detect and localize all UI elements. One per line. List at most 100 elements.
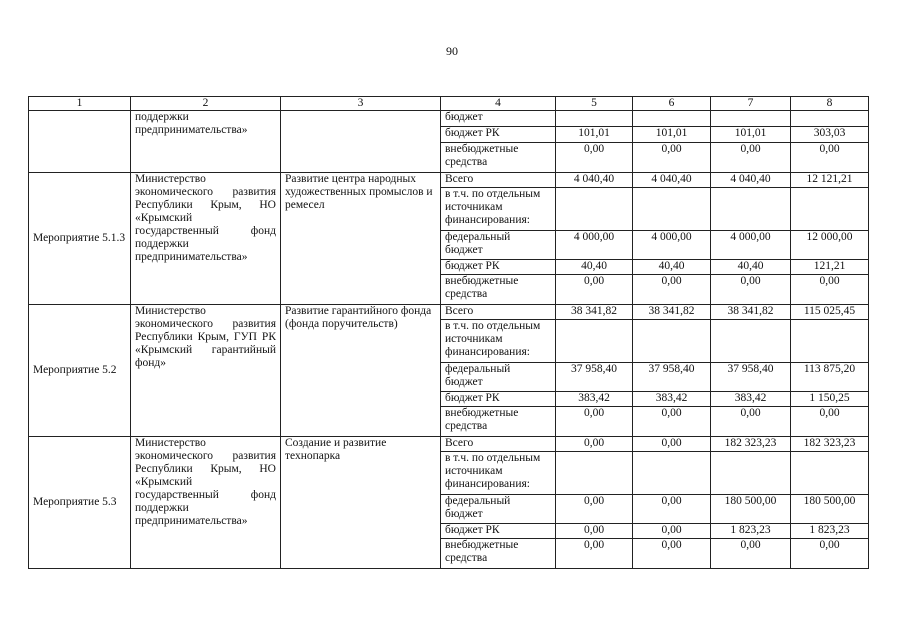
value-cell: 38 341,82 (632, 304, 711, 320)
table-row: в т.ч. по отдельным источникам финансиро… (29, 187, 869, 231)
value-cell: 0,00 (555, 406, 633, 437)
table-row: Мероприятие 5.3 Министерство экономическо… (28, 436, 869, 569)
value-cell: 0,00 (710, 142, 791, 173)
value-cell: 1 823,23 (710, 523, 791, 539)
page-number: 90 (446, 44, 458, 58)
value-cell (555, 187, 633, 231)
value-cell (790, 187, 869, 231)
header-cell: 6 (632, 96, 711, 111)
value-cell: 101,01 (632, 126, 711, 143)
table-row: в т.ч. по отдельным источникам финансиро… (29, 319, 869, 363)
value-cell: 182 323,23 (710, 436, 791, 452)
table-row: федеральный бюджет 37 958,40 37 958,40 37 9… (29, 362, 869, 392)
value-cell: 121,21 (790, 259, 869, 275)
table-row: федеральный бюджет 4 000,00 4 000,00 4 000,… (29, 230, 869, 260)
value-cell: 12 000,00 (790, 230, 869, 260)
value-cell: 0,00 (555, 142, 633, 173)
table-row: внебюджетные средства 0,00 0,00 0,00 0,00 (29, 538, 869, 569)
value-cell: 4 040,40 (555, 172, 633, 188)
value-cell: 383,42 (632, 391, 711, 407)
value-cell: 180 500,00 (710, 494, 791, 524)
measure-cell (28, 110, 131, 173)
value-cell (632, 110, 711, 127)
table-row: внебюджетные средства 0,00 0,00 0,00 0,00 (29, 142, 869, 173)
header-cell: 8 (790, 96, 869, 111)
value-cell: 4 000,00 (632, 230, 711, 260)
value-cell: 4 000,00 (710, 230, 791, 260)
header-cell: 7 (710, 96, 791, 111)
table-row: бюджет РК 101,01 101,01 101,01 303,03 (29, 126, 869, 143)
value-cell: 40,40 (632, 259, 711, 275)
table-row: поддержки предпринимательства» бюджет (28, 110, 869, 173)
value-cell: 37 958,40 (632, 362, 711, 392)
value-cell: 0,00 (555, 538, 633, 569)
value-cell: 0,00 (632, 523, 711, 539)
value-cell: 1 150,25 (790, 391, 869, 407)
value-cell (555, 451, 633, 495)
executor-cell: Министерство экономического развития Рес… (130, 172, 281, 305)
value-cell: 0,00 (710, 274, 791, 305)
source-label: в т.ч. по отдельным источникам финансиро… (440, 187, 556, 231)
value-cell: 38 341,82 (710, 304, 791, 320)
value-cell: 383,42 (555, 391, 633, 407)
value-cell: 4 040,40 (710, 172, 791, 188)
value-cell: 0,00 (632, 494, 711, 524)
table-row: внебюджетные средства 0,00 0,00 0,00 0,00 (29, 406, 869, 437)
source-label: бюджет (440, 110, 556, 127)
table-row: в т.ч. по отдельным источникам финансиро… (29, 451, 869, 495)
value-cell: 182 323,23 (790, 436, 869, 452)
source-label: в т.ч. по отдельным источникам финансиро… (440, 319, 556, 363)
source-label: бюджет РК (440, 126, 556, 143)
value-cell (555, 319, 633, 363)
value-cell (710, 451, 791, 495)
header-cell: 5 (555, 96, 633, 111)
source-label: внебюджетные средства (440, 538, 556, 569)
description-cell: Развитие центра народных художественных … (280, 172, 441, 305)
value-cell: 0,00 (790, 142, 869, 173)
source-label: внебюджетные средства (440, 406, 556, 437)
executor-cell: Министерство экономического развития Рес… (130, 304, 281, 437)
source-label: Всего (440, 172, 556, 188)
value-cell: 40,40 (555, 259, 633, 275)
value-cell (710, 187, 791, 231)
value-cell (790, 451, 869, 495)
funding-table: 1 2 3 4 5 6 7 8 поддержки предпринимател… (28, 96, 869, 569)
source-label: бюджет РК (440, 523, 556, 539)
value-cell: 0,00 (710, 406, 791, 437)
value-cell: 38 341,82 (555, 304, 633, 320)
value-cell: 0,00 (632, 142, 711, 173)
source-label: бюджет РК (440, 391, 556, 407)
source-label: внебюджетные средства (440, 274, 556, 305)
value-cell: 101,01 (555, 126, 633, 143)
value-cell (632, 319, 711, 363)
table-row: Мероприятие 5.1.3 Министерство экономичес… (28, 172, 869, 305)
value-cell: 40,40 (710, 259, 791, 275)
value-cell: 180 500,00 (790, 494, 869, 524)
value-cell: 12 121,21 (790, 172, 869, 188)
value-cell: 113 875,20 (790, 362, 869, 392)
value-cell: 0,00 (632, 436, 711, 452)
value-cell (790, 319, 869, 363)
value-cell: 0,00 (555, 436, 633, 452)
value-cell: 0,00 (555, 523, 633, 539)
source-label: в т.ч. по отдельным источникам финансиро… (440, 451, 556, 495)
source-label: внебюджетные средства (440, 142, 556, 173)
measure-cell: Мероприятие 5.1.3 (28, 172, 131, 305)
value-cell: 4 000,00 (555, 230, 633, 260)
executor-cell: поддержки предпринимательства» (130, 110, 281, 173)
value-cell (555, 110, 633, 127)
header-cell: 2 (130, 96, 281, 111)
value-cell: 0,00 (790, 538, 869, 569)
value-cell: 101,01 (710, 126, 791, 143)
source-label: бюджет РК (440, 259, 556, 275)
executor-cell: Министерство экономического развития Рес… (130, 436, 281, 569)
header-cell: 3 (280, 96, 441, 111)
header-cell: 4 (440, 96, 556, 111)
value-cell (790, 110, 869, 127)
measure-cell: Мероприятие 5.2 (28, 304, 131, 437)
value-cell: 383,42 (710, 391, 791, 407)
value-cell (632, 187, 711, 231)
value-cell: 1 823,23 (790, 523, 869, 539)
value-cell: 4 040,40 (632, 172, 711, 188)
table-row: Мероприятие 5.2 Министерство экономическо… (28, 304, 869, 437)
